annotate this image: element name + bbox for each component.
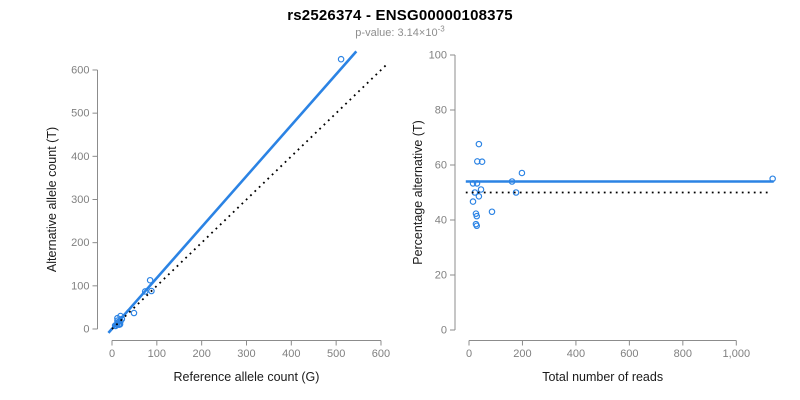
- data-point: [518, 169, 526, 177]
- data-point: [512, 189, 520, 196]
- x-tick-label: 100: [148, 348, 166, 360]
- figure-subtitle: p-value: 3.14×10-3: [0, 24, 800, 39]
- x-tick-label: 200: [192, 348, 210, 360]
- y-tick-label: 60: [435, 160, 447, 172]
- y-tick-label: 0: [83, 324, 89, 336]
- figure-title: rs2526374 - ENSG00000108375: [287, 7, 513, 24]
- x-tick-label: 400: [567, 348, 585, 360]
- y-tick-label: 300: [71, 194, 89, 206]
- x-axis-label: Total number of reads: [542, 370, 663, 384]
- x-tick-label: 800: [674, 348, 692, 360]
- y-tick-label: 80: [435, 105, 447, 117]
- right-plot: 0 200 400 600 800 1,000 0 20 40 60 80 100 Total numb…: [411, 50, 776, 384]
- data-point: [130, 309, 138, 317]
- data-point: [146, 276, 154, 284]
- x-tick-label: 500: [327, 348, 345, 360]
- y-tick-label: 100: [429, 50, 447, 62]
- y-axis-label: Alternative allele count (T): [45, 127, 59, 272]
- data-point: [473, 212, 481, 220]
- x-tick-label: 300: [237, 348, 255, 360]
- identity-line: [111, 61, 390, 330]
- y-axis-label: Percentage alternative (T): [411, 120, 425, 265]
- pvalue-text: p-value: 3.14×10: [355, 27, 438, 39]
- data-point: [337, 55, 345, 63]
- x-tick-label: 200: [513, 348, 531, 360]
- x-tick-label: 0: [466, 348, 472, 360]
- x-tick-label: 1,000: [723, 348, 751, 360]
- data-point: [141, 288, 149, 295]
- y-tick-label: 400: [71, 151, 89, 163]
- x-axis-label: Reference allele count (G): [174, 370, 320, 384]
- y-tick-label: 600: [71, 64, 89, 76]
- regression-line: [107, 50, 358, 334]
- x-tick-label: 0: [109, 348, 115, 360]
- y-tick-label: 200: [71, 237, 89, 249]
- y-tick-label: 40: [435, 215, 447, 227]
- y-tick-label: 100: [71, 280, 89, 292]
- data-point: [478, 158, 486, 165]
- data-point: [475, 140, 483, 148]
- data-point: [475, 193, 483, 200]
- data-point: [469, 198, 477, 205]
- data-point: [473, 222, 481, 230]
- y-tick-label: 20: [435, 270, 447, 282]
- x-tick-label: 600: [620, 348, 638, 360]
- data-point: [148, 287, 155, 295]
- data-point: [474, 158, 481, 165]
- x-tick-label: 600: [372, 348, 390, 360]
- data-point: [477, 186, 485, 193]
- left-plot: 0 100 200 300 400 500 600 0 100 200 300 400 500 600 Re…: [45, 50, 390, 384]
- x-tick-label: 400: [282, 348, 300, 360]
- y-tick-label: 0: [441, 325, 447, 337]
- pvalue-exponent: -3: [437, 24, 445, 34]
- y-tick-label: 500: [71, 108, 89, 120]
- data-point: [488, 208, 496, 216]
